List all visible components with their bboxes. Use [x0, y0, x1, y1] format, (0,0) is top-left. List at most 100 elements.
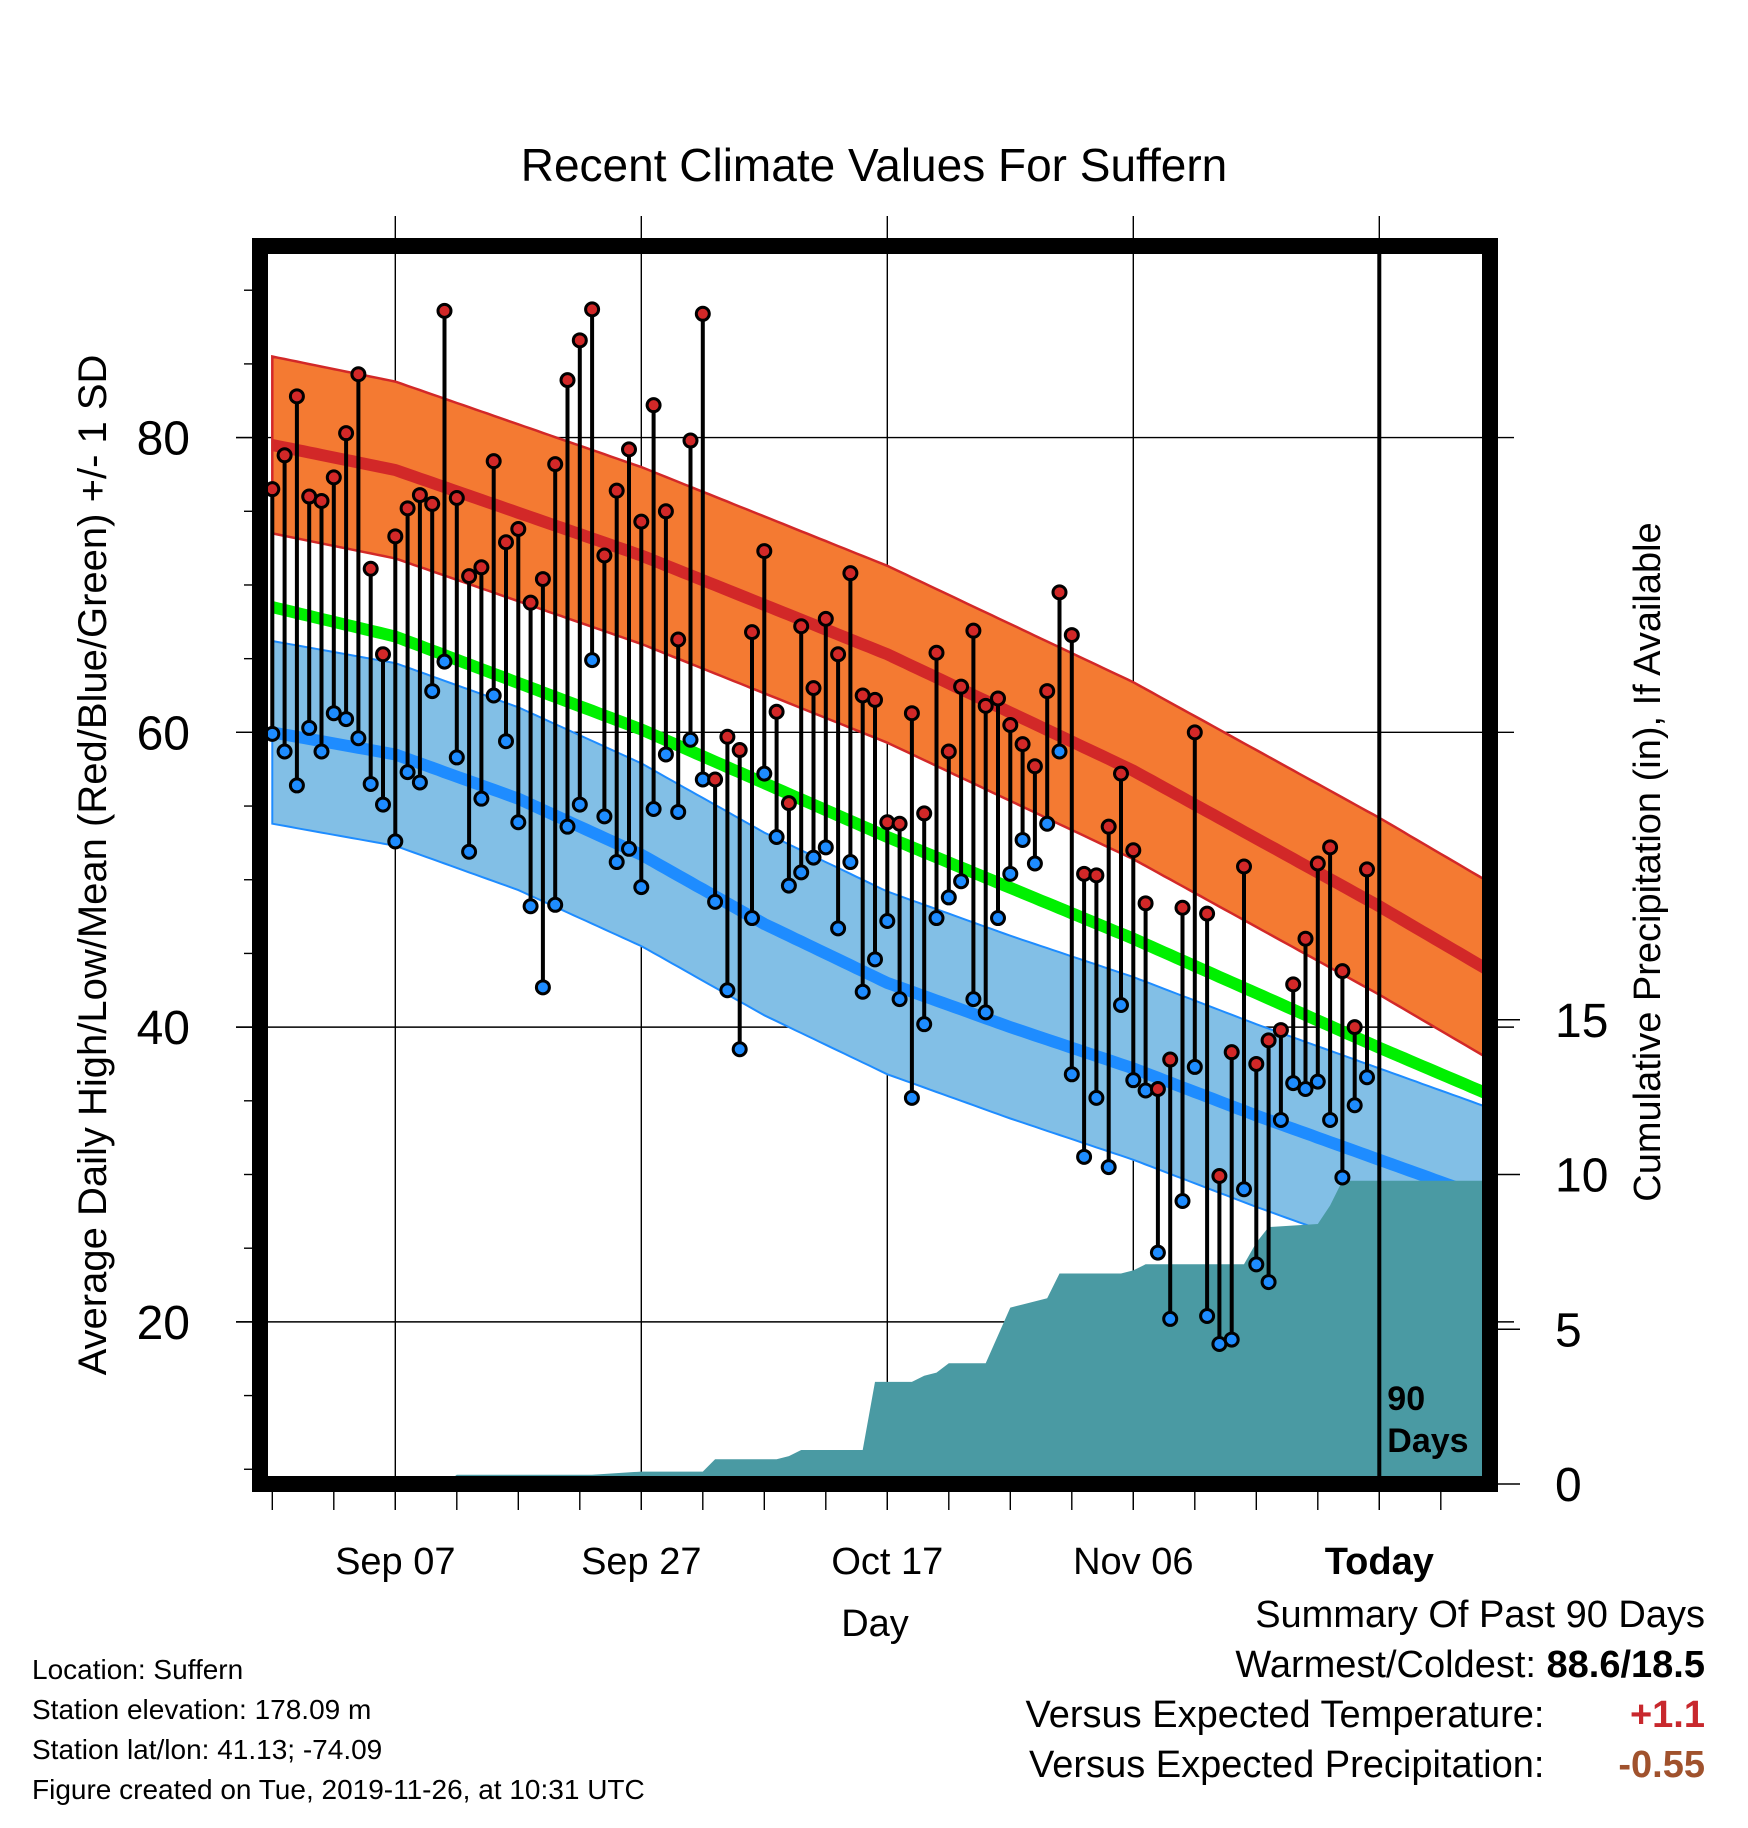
- daily-high-point: [547, 456, 564, 473]
- daily-high-point: [608, 482, 625, 499]
- daily-high-point: [1236, 858, 1252, 875]
- daily-low-point: [461, 843, 478, 860]
- daily-high-point: [744, 624, 760, 641]
- daily-low-point: [1260, 1274, 1277, 1291]
- daily-low-point: [1359, 1069, 1375, 1086]
- y2-axis-title: Cumulative Precipitation (in), If Availa…: [1627, 522, 1669, 1201]
- daily-low-point: [1272, 1111, 1289, 1128]
- daily-low-point: [645, 800, 662, 817]
- warmest-coldest-label: Warmest/Coldest:: [1235, 1644, 1536, 1686]
- daily-high-point: [842, 565, 859, 582]
- daily-low-point: [559, 818, 576, 835]
- daily-low-point: [1248, 1256, 1265, 1273]
- daily-high-point: [1137, 895, 1154, 912]
- daily-high-point: [793, 618, 810, 635]
- daily-low-point: [916, 1016, 933, 1033]
- axis-labels: 20 40 60 80 0 5 10 15 Sep 07 Sep 27 Oct 17 Nov 06 To…: [71, 355, 1669, 1645]
- daily-high-point: [1014, 736, 1031, 753]
- daily-low-point: [596, 808, 613, 825]
- daily-low-point: [571, 796, 588, 813]
- daily-low-point: [1297, 1081, 1314, 1098]
- daily-low-point: [338, 711, 355, 728]
- daily-low-point: [1199, 1307, 1216, 1324]
- summary-panel: Summary Of Past 90 Days Warmest/Coldest:…: [1026, 1590, 1705, 1790]
- daily-low-point: [621, 840, 637, 857]
- x-axis-title: Day: [841, 1603, 909, 1645]
- daily-low-point: [731, 1041, 748, 1058]
- daily-low-point: [1026, 855, 1043, 872]
- summary-temperature: Versus Expected Temperature: +1.1: [1026, 1690, 1705, 1740]
- daily-low-point: [387, 833, 404, 850]
- daily-low-point: [547, 896, 564, 913]
- daily-low-point: [362, 775, 379, 792]
- daily-low-point: [1076, 1148, 1093, 1165]
- daily-high-point: [1125, 842, 1142, 859]
- daily-high-point: [1002, 716, 1019, 733]
- daily-low-point: [990, 910, 1006, 927]
- daily-low-point: [879, 913, 896, 930]
- daily-high-point: [485, 453, 502, 470]
- daily-high-point: [325, 469, 342, 486]
- daily-low-point: [1014, 831, 1031, 848]
- warmest-coldest-value: 88.6/18.5: [1546, 1644, 1705, 1686]
- daily-low-point: [817, 839, 834, 856]
- daily-high-point: [1088, 867, 1105, 884]
- daily-low-point: [288, 777, 305, 794]
- daily-high-point: [387, 528, 404, 545]
- daily-high-point: [891, 815, 908, 832]
- daily-low-point: [977, 1004, 994, 1021]
- x-tick-label: Oct 17: [831, 1541, 943, 1583]
- daily-high-point: [584, 301, 601, 318]
- daily-low-point: [1100, 1159, 1117, 1176]
- daily-low-point: [842, 854, 859, 871]
- daily-low-point: [473, 790, 490, 807]
- daily-low-point: [633, 879, 650, 896]
- plot-border: [252, 238, 1498, 1492]
- daily-high-point: [867, 691, 883, 708]
- daily-high-point: [731, 742, 748, 759]
- daily-low-point: [325, 705, 342, 722]
- daily-high-point: [424, 495, 441, 512]
- daily-low-point: [965, 991, 982, 1008]
- daily-high-point: [1359, 861, 1375, 878]
- daily-high-point: [916, 805, 933, 822]
- daily-high-point: [510, 520, 527, 537]
- x-tick-label: Today: [1325, 1541, 1434, 1583]
- daily-high-point: [928, 644, 945, 661]
- daily-low-point: [768, 828, 785, 845]
- daily-high-point: [1039, 683, 1056, 700]
- daily-high-point: [1051, 584, 1068, 601]
- daily-high-point: [1285, 976, 1302, 993]
- y-tick-label: 60: [137, 707, 190, 760]
- daily-low-point: [719, 982, 736, 999]
- daily-low-point: [854, 983, 871, 1000]
- daily-low-point: [608, 854, 625, 871]
- daily-high-point: [571, 332, 588, 349]
- daily-low-point: [805, 849, 822, 866]
- daily-low-point: [448, 749, 465, 766]
- daily-high-point: [276, 447, 293, 464]
- x-tick-label: Sep 07: [335, 1541, 455, 1583]
- daily-high-point: [830, 646, 847, 663]
- summary-precipitation: Versus Expected Precipitation: -0.55: [1026, 1740, 1705, 1790]
- daily-low-point: [375, 796, 391, 813]
- daily-high-point: [1063, 627, 1080, 644]
- daily-low-point: [313, 743, 330, 760]
- today-days-word: Days: [1387, 1422, 1468, 1460]
- daily-high-point: [1186, 724, 1203, 741]
- daily-low-point: [350, 730, 367, 747]
- daily-low-point: [670, 803, 687, 820]
- daily-high-point: [633, 513, 650, 530]
- daily-low-point: [1309, 1073, 1326, 1090]
- daily-high-point: [473, 559, 490, 576]
- daily-low-point: [485, 687, 502, 704]
- daily-low-point: [793, 864, 810, 881]
- daily-low-point: [510, 814, 527, 831]
- daily-high-point: [1322, 839, 1339, 856]
- daily-low-point: [436, 653, 453, 670]
- daily-low-point: [534, 979, 551, 996]
- station-info: Location: Suffern Station elevation: 178…: [32, 1650, 645, 1810]
- daily-high-point: [1223, 1044, 1240, 1061]
- daily-high-point: [1272, 1022, 1289, 1039]
- y-tick-label: 20: [137, 1297, 190, 1350]
